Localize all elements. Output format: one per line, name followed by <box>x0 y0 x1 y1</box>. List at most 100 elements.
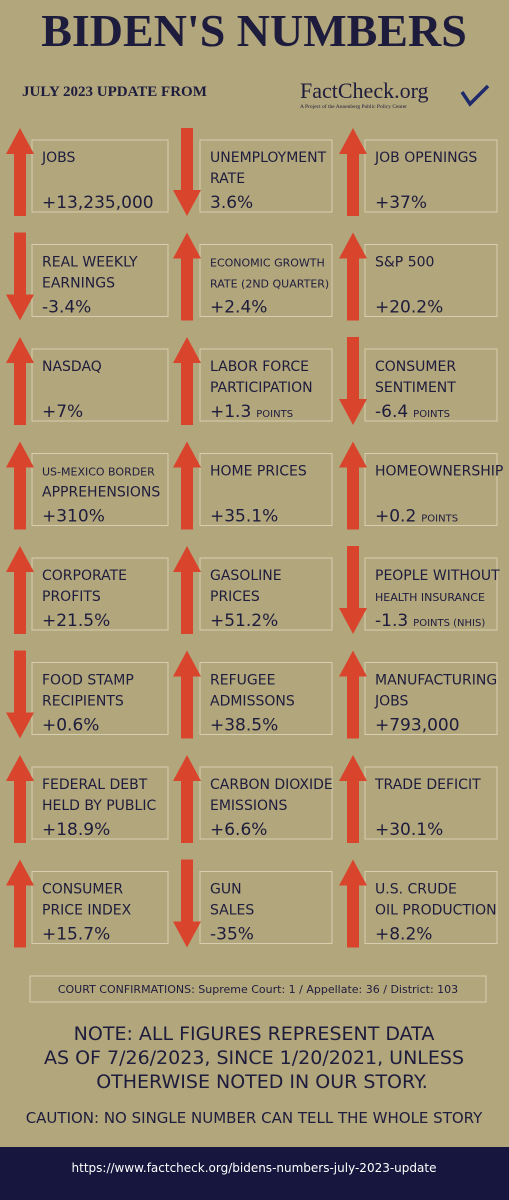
cell-label: EARNINGS <box>42 276 115 292</box>
arrow-down <box>6 650 34 739</box>
cell-box <box>364 557 498 631</box>
arrow-up <box>173 441 201 530</box>
arrow-up <box>173 755 201 843</box>
cell-unit: POINTS <box>421 514 458 525</box>
cell-label: PRICE INDEX <box>42 903 132 919</box>
cell-value: +37% <box>375 193 427 213</box>
arrow-up <box>6 441 34 530</box>
cell-label: GUN <box>210 882 242 898</box>
cell-value: -35% <box>210 925 254 945</box>
cells: JOBS +13,235,000 UNEMPLOYMENT RATE 3.6% JOB O… <box>6 128 503 948</box>
cell-box <box>31 766 169 840</box>
cell-value: -6.4 <box>375 402 408 422</box>
cell-value-line: +13,235,000 <box>42 193 154 213</box>
cell-label: RECIPIENTS <box>42 694 124 710</box>
arrow-up <box>173 546 201 634</box>
cell-label: RATE <box>210 171 245 187</box>
cell-value: +21.5% <box>42 611 110 631</box>
cell-box <box>364 139 498 213</box>
cell-box <box>199 662 333 735</box>
cell-value-line: +7% <box>42 402 83 422</box>
note-line: OTHERWISE NOTED IN OUR STORY. <box>96 1071 428 1093</box>
cell-label: CORPORATE <box>42 568 127 584</box>
cell-label: CONSUMER <box>375 359 456 375</box>
cell-box <box>199 244 333 317</box>
footer <box>0 1147 509 1200</box>
cell-box <box>199 453 333 526</box>
cell-value: +51.2% <box>210 611 278 631</box>
note-line: NOTE: ALL FIGURES REPRESENT DATA <box>74 1023 435 1045</box>
cell-value-line: +8.2% <box>375 925 432 945</box>
cell-label: TRADE DEFICIT <box>374 777 481 793</box>
cell-value-line: +51.2% <box>210 611 278 631</box>
cell-label: HOME PRICES <box>210 464 307 480</box>
cell-box <box>31 662 169 735</box>
cell-value: +7% <box>42 402 83 422</box>
arrow-up <box>6 337 34 425</box>
arrow-up <box>6 755 34 843</box>
arrow-down <box>173 859 201 948</box>
cell-value-line: +30.1% <box>375 820 443 840</box>
arrow-up <box>339 755 367 843</box>
cell-box <box>199 139 333 213</box>
logo: FactCheck.org <box>300 78 429 103</box>
cell-value-line: 3.6% <box>210 193 253 213</box>
cell-box <box>31 453 169 526</box>
cell-value: +793,000 <box>375 716 460 736</box>
cell-label: JOBS <box>41 150 76 166</box>
cell-label: GASOLINE <box>210 568 282 584</box>
cell-label: LABOR FORCE <box>210 359 309 375</box>
subtitle: JULY 2023 UPDATE FROM <box>22 84 207 100</box>
cell-value: +8.2% <box>375 925 432 945</box>
cell-value-line: +21.5% <box>42 611 110 631</box>
cell-box <box>199 348 333 422</box>
court-box <box>29 975 487 1003</box>
cell-value: +35.1% <box>210 507 278 527</box>
cell-label: JOBS <box>374 694 409 710</box>
cell-value-line: +18.9% <box>42 820 110 840</box>
cell-label: FOOD STAMP <box>42 673 134 689</box>
cell-box <box>364 348 498 422</box>
cell-value: +0.2 <box>375 507 416 527</box>
cell-box <box>31 139 169 213</box>
cell-value: -3.4% <box>42 298 91 318</box>
cell-label: S&P 500 <box>375 255 434 271</box>
cell-label: PARTICIPATION <box>210 380 313 396</box>
footer-url[interactable]: https://www.factcheck.org/bidens-numbers… <box>72 1161 437 1175</box>
cell-value-line: +20.2% <box>375 298 443 318</box>
cell-label: MANUFACTURING <box>375 673 497 689</box>
cell-value: +30.1% <box>375 820 443 840</box>
cell-box <box>364 871 498 944</box>
logo-tagline: A Project of the Annenberg Public Policy… <box>300 103 407 110</box>
arrow-up <box>6 128 34 216</box>
cell-label: HOMEOWNERSHIP <box>375 464 503 480</box>
cell-label: U.S. CRUDE <box>375 882 457 898</box>
cell-label: PEOPLE WITHOUT <box>375 568 500 584</box>
cell-box <box>31 348 169 422</box>
note-line: AS OF 7/26/2023, SINCE 1/20/2021, UNLESS <box>44 1047 464 1069</box>
logo-check <box>460 84 490 107</box>
cell-value-line: +37% <box>375 193 427 213</box>
cell-label: EMISSIONS <box>210 798 287 814</box>
cell-box <box>31 244 169 317</box>
arrow-down <box>339 546 367 634</box>
cell-box <box>364 453 498 526</box>
cell-value-line: +793,000 <box>375 716 460 736</box>
cell-value-line: +35.1% <box>210 507 278 527</box>
cell-label: FEDERAL DEBT <box>42 777 148 793</box>
arrow-up <box>339 128 367 216</box>
cell-value: +310% <box>42 507 105 527</box>
cell-value: +18.9% <box>42 820 110 840</box>
cell-label: OIL PRODUCTION <box>375 903 497 919</box>
cell-label: ADMISSONS <box>210 694 295 710</box>
cell-box <box>364 662 498 735</box>
cell-label: NASDAQ <box>42 359 102 375</box>
cell-label: ECONOMIC GROWTH <box>210 257 325 270</box>
cell-value: +15.7% <box>42 925 110 945</box>
arrow-up <box>339 441 367 530</box>
cell-label: PRICES <box>210 589 260 605</box>
arrow-up <box>339 650 367 739</box>
cell-label: REAL WEEKLY <box>42 255 138 271</box>
cell-label: CARBON DIOXIDE <box>210 777 333 793</box>
